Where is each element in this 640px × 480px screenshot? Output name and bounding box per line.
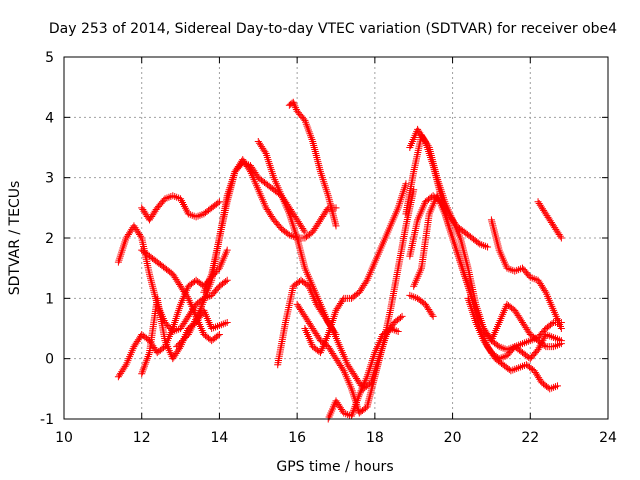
data-point [215,198,223,206]
data-point [394,328,402,336]
x-tick-label: 18 [366,430,384,446]
data-point [557,325,565,332]
series-track-21 [534,198,565,242]
data-point [429,312,437,320]
y-tick-label: -1 [40,412,54,428]
data-point [398,312,406,320]
data-point [548,320,556,328]
y-tick-label: 0 [45,352,54,368]
series-track-04 [138,246,223,345]
series-track-16 [406,192,492,260]
series-track-07 [200,156,340,296]
x-axis-label: GPS time / hours [276,459,393,475]
series-track-11 [293,186,418,417]
data-point [541,287,549,295]
data-point [214,332,222,340]
data-point [173,193,181,201]
data-point [397,314,405,322]
data-point [165,193,173,201]
data-point [499,353,507,361]
data-point [402,180,410,188]
data-point [223,276,231,284]
data-point [484,243,492,251]
series-track-03 [138,192,223,224]
data-point [292,104,300,112]
x-tick-label: 14 [211,430,229,446]
y-tick-label: 4 [45,110,54,126]
chart-title: Day 253 of 2014, Sidereal Day-to-day VTE… [49,21,617,37]
data-point [339,365,347,373]
x-tick-label: 22 [521,430,539,446]
x-tick-label: 24 [599,430,617,446]
data-point [420,136,428,144]
data-point [223,318,231,326]
data-point [215,331,223,339]
data-point [553,341,561,349]
series-track-09 [285,98,340,230]
series-track-06 [173,159,309,351]
y-axis-label: SDTVAR / TECUs [7,181,23,296]
x-tick-label: 10 [55,430,73,446]
data-point [176,340,184,348]
plot-frame [63,56,609,420]
y-tick-label: 5 [45,50,54,66]
series-track-19 [487,216,565,332]
data-point [214,199,222,207]
data-point [557,337,565,345]
data-point [222,277,230,285]
data-point [188,211,196,219]
x-tick-label: 16 [288,430,306,446]
data-point [300,226,308,234]
series-track-20 [464,294,565,363]
data-point [223,246,231,254]
data-point [291,102,299,110]
data-point [121,362,129,370]
data-point [181,334,189,342]
data-point [289,98,297,106]
data-point [362,278,370,286]
data-point [179,337,187,345]
data-point [339,296,347,304]
data-point [180,335,188,343]
data-point [174,341,182,349]
data-point [290,100,298,108]
data-point [557,234,565,242]
series-track-05 [138,294,231,378]
data-point [332,222,340,230]
y-tick-label: 2 [45,231,54,247]
x-tick-label: 20 [444,430,462,446]
data-point [507,266,515,274]
series-track-18 [406,291,437,320]
series-track-17 [410,192,565,351]
data-point [173,343,181,351]
data-point [530,275,538,283]
data-point [550,383,558,391]
data-points [114,98,565,423]
data-point [261,148,269,156]
data-point [177,338,185,346]
data-point [553,382,561,390]
data-point [301,228,309,236]
series-track-13 [324,325,402,423]
data-point [428,311,436,319]
y-tick-label: 1 [45,291,54,307]
data-point [245,166,253,174]
y-tick-label: 3 [45,171,54,187]
series-track-12 [301,180,410,357]
data-point [183,293,191,301]
x-tick-label: 12 [133,430,151,446]
data-point [137,232,145,240]
data-point [556,232,564,240]
